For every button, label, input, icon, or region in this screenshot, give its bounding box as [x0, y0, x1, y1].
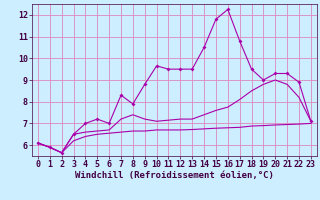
X-axis label: Windchill (Refroidissement éolien,°C): Windchill (Refroidissement éolien,°C)	[75, 171, 274, 180]
